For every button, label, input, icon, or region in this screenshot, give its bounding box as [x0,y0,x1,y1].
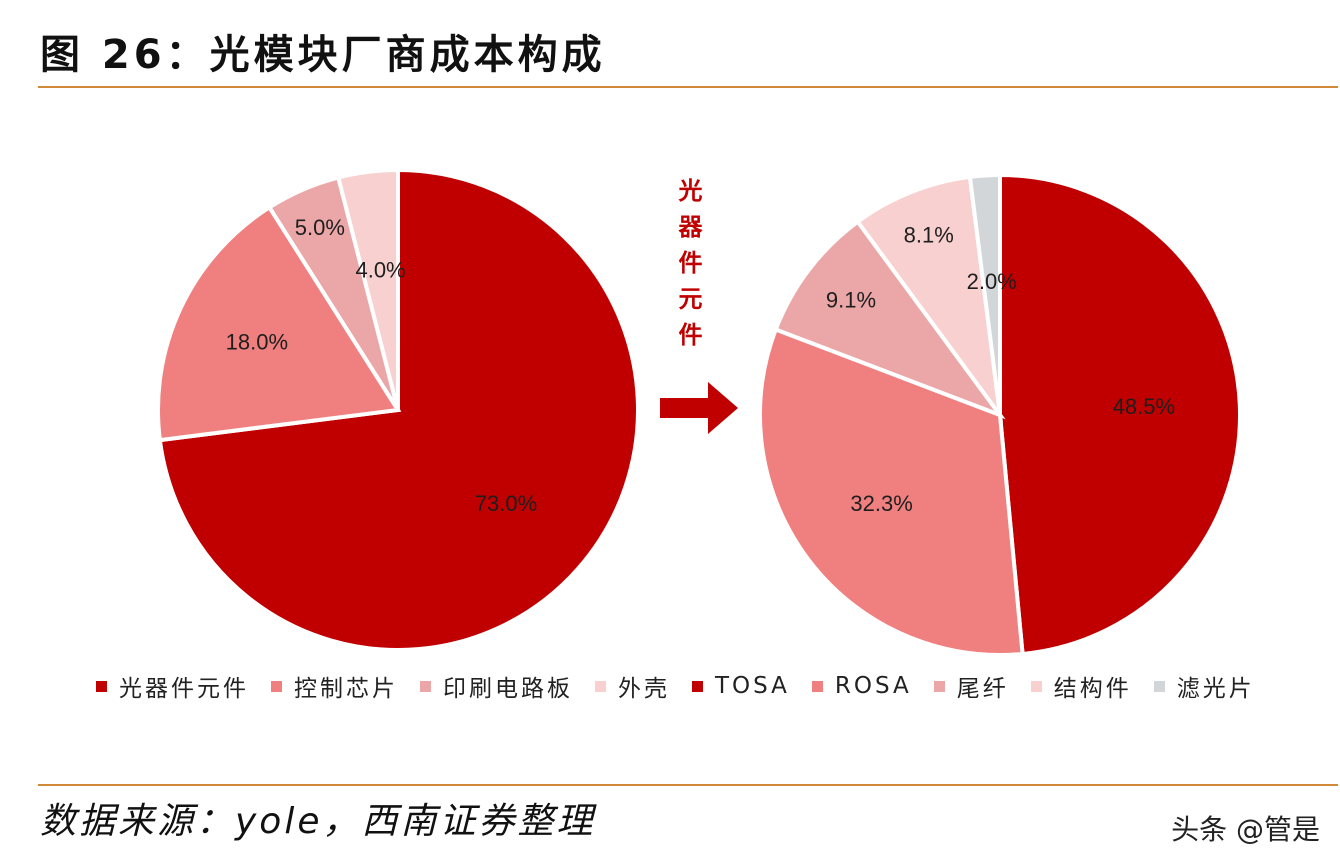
legend-item-7: 结构件 [1030,669,1132,703]
legend-swatch-8 [1153,680,1165,692]
pie-left-label-2: 5.0% [295,215,345,240]
pie-chart-right: 48.5% 32.3% 9.1% 8.1% 2.0% [758,172,1242,657]
pie-right-label-1: 32.3% [850,491,912,516]
pie-left-slice-3 [335,167,400,411]
pie-right-label-0: 48.5% [1113,394,1175,419]
legend-label-5: ROSA [834,673,912,699]
pie-right-slice-2 [773,218,1006,420]
legend-swatch-3 [595,680,606,692]
pie-right-label-2: 9.1% [826,287,876,312]
bottom-divider [38,784,1338,786]
legend-item-8: 滤光片 [1153,669,1255,703]
legend-swatch-4 [692,680,703,692]
legend-label-7: 结构件 [1053,676,1132,702]
pie-right-label-4: 2.0% [967,269,1017,294]
legend-label-2: 印刷电路板 [443,676,573,702]
legend-item-5: ROSA [811,673,912,699]
legend-swatch-7 [1030,680,1042,692]
legend-item-1: 控制芯片 [271,669,398,703]
legend-swatch-1 [271,680,282,692]
legend-item-3: 外壳 [595,669,670,703]
pie-left-label-0: 73.0% [475,491,537,516]
legend-item-2: 印刷电路板 [420,669,573,703]
legend-swatch-6 [933,680,945,692]
legend-label-6: 尾纤 [956,676,1009,702]
transition-label: 光器件元件 [674,178,702,358]
legend-label-0: 光器件元件 [119,676,249,702]
pie-left-slice-1 [156,204,402,443]
top-divider [38,86,1338,88]
pie-right-slice-1 [758,326,1025,657]
pie-right-label-3: 8.1% [904,223,954,248]
pie-right-slice-3 [854,174,1003,423]
legend-swatch-5 [811,680,823,692]
pie-chart-left: 73.0% 18.0% 5.0% 4.0% [156,167,640,652]
chart-legend: 光器件元件 控制芯片 印刷电路板 外壳 TOSA ROSA 尾纤 结构件 滤光片 [96,670,1277,702]
legend-swatch-2 [420,680,431,692]
legend-label-3: 外壳 [618,676,670,702]
pie-right-slice-4 [967,172,1002,416]
legend-label-1: 控制芯片 [294,676,398,702]
pie-left-label-3: 4.0% [355,258,405,283]
pie-right-slice-0 [998,172,1242,657]
legend-item-6: 尾纤 [933,669,1009,703]
legend-label-4: TOSA [715,673,790,699]
right-arrow-icon [660,382,738,434]
legend-item-4: TOSA [692,673,790,699]
page-title: 图 26：光模块厂商成本构成 [40,32,606,78]
legend-swatch-0 [96,680,107,692]
legend-label-8: 滤光片 [1176,676,1255,702]
pie-left-label-1: 18.0% [226,329,288,354]
legend-item-0: 光器件元件 [96,669,249,703]
source-note: 数据来源：yole，西南证券整理 [40,801,596,842]
watermark: 头条 @管是 [1171,813,1320,846]
